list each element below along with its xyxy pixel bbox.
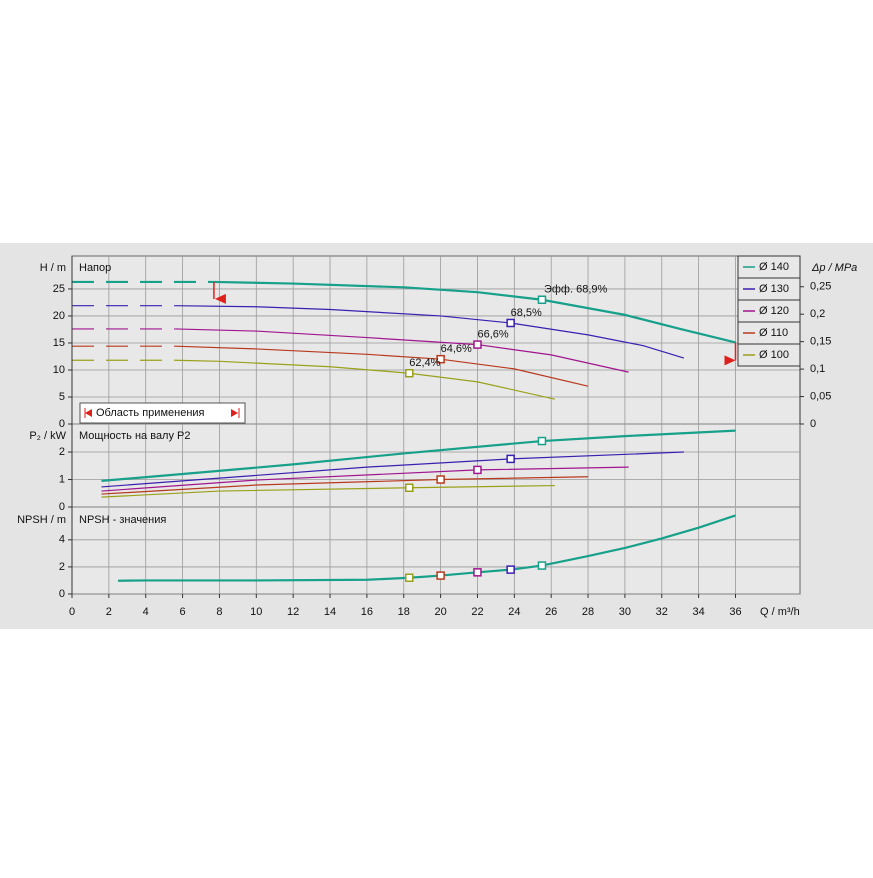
curve bbox=[175, 345, 589, 387]
y2-tick-label: 0,25 bbox=[810, 281, 831, 293]
x-tick-label: 8 bbox=[216, 606, 222, 618]
x-tick-label: 6 bbox=[180, 606, 186, 618]
efficiency-label: Эфф. 68,9% bbox=[544, 284, 608, 296]
duty-point bbox=[537, 295, 547, 305]
legend-label: Ø 140 bbox=[759, 261, 789, 273]
x-tick-label: 14 bbox=[324, 606, 336, 618]
range-start-arrow bbox=[214, 293, 226, 304]
x-tick-label: 36 bbox=[729, 606, 741, 618]
x-tick-label: 12 bbox=[287, 606, 299, 618]
curve bbox=[175, 328, 629, 373]
duty-point bbox=[506, 318, 515, 328]
duty-point bbox=[473, 568, 482, 577]
duty-point bbox=[537, 561, 547, 570]
range-label-arrow-right bbox=[231, 409, 238, 417]
duty-point bbox=[405, 368, 414, 378]
x-tick-label: 10 bbox=[250, 606, 262, 618]
y-tick-label: 15 bbox=[53, 337, 65, 349]
legend-label: Ø 120 bbox=[759, 305, 789, 317]
y-tick-label: 2 bbox=[59, 561, 65, 573]
legend-label: Ø 110 bbox=[759, 327, 788, 339]
y2-tick-label: 0,15 bbox=[810, 336, 831, 348]
x-tick-label: 16 bbox=[361, 606, 373, 618]
y-tick-label: 5 bbox=[59, 391, 65, 403]
duty-point bbox=[506, 454, 515, 464]
y-axis-label: H / m bbox=[40, 262, 66, 274]
x-tick-label: 28 bbox=[582, 606, 594, 618]
range-label-box bbox=[79, 402, 246, 424]
legend-label: Ø 130 bbox=[759, 283, 789, 295]
y-tick-label: 0 bbox=[59, 418, 65, 430]
curve bbox=[175, 359, 556, 400]
y-tick-label: 4 bbox=[59, 534, 65, 546]
curve bbox=[101, 429, 736, 482]
x-tick-label: 24 bbox=[508, 606, 520, 618]
efficiency-label: 66,6% bbox=[477, 328, 508, 340]
duty-point bbox=[506, 565, 515, 574]
duty-point bbox=[473, 465, 482, 475]
plot-area bbox=[71, 255, 801, 595]
x-tick-label: 32 bbox=[656, 606, 668, 618]
y-axis-label: P₂ / kW bbox=[29, 430, 66, 442]
y-tick-label: 2 bbox=[59, 446, 65, 458]
x-tick-label: 22 bbox=[471, 606, 483, 618]
x-tick-label: 34 bbox=[693, 606, 705, 618]
y-tick-label: 0 bbox=[59, 501, 65, 513]
duty-point bbox=[436, 354, 445, 364]
y2-tick-label: 0,1 bbox=[810, 363, 825, 375]
duty-point bbox=[473, 340, 482, 349]
duty-point bbox=[436, 475, 445, 484]
curve bbox=[101, 476, 589, 495]
y-tick-label: 20 bbox=[53, 310, 65, 322]
curve bbox=[118, 514, 736, 582]
duty-point bbox=[405, 483, 414, 493]
efficiency-label: 68,5% bbox=[511, 307, 542, 319]
range-end-arrow bbox=[724, 355, 736, 366]
y-tick-label: 1 bbox=[59, 473, 65, 485]
curve bbox=[101, 484, 555, 498]
y2-tick-label: 0 bbox=[810, 418, 816, 430]
y-tick-label: 10 bbox=[53, 364, 65, 376]
curve bbox=[101, 451, 684, 488]
panel-title: Напор bbox=[79, 262, 111, 274]
duty-point bbox=[405, 573, 414, 582]
curve bbox=[175, 305, 685, 359]
x-tick-label: 4 bbox=[143, 606, 149, 618]
y2-axis-label: Δp / MPa bbox=[811, 262, 857, 274]
y-tick-label: 0 bbox=[59, 588, 65, 600]
curve bbox=[101, 466, 629, 492]
x-axis-label: Q / m³/h bbox=[760, 606, 800, 618]
curve bbox=[213, 280, 736, 344]
efficiency-label: 64,6% bbox=[441, 343, 472, 355]
x-tick-label: 30 bbox=[619, 606, 631, 618]
x-tick-label: 0 bbox=[69, 606, 75, 618]
x-tick-label: 26 bbox=[545, 606, 557, 618]
x-tick-label: 2 bbox=[106, 606, 112, 618]
range-label: Область применения bbox=[96, 407, 205, 419]
y-axis-label: NPSH / m bbox=[17, 514, 66, 526]
x-tick-label: 18 bbox=[398, 606, 410, 618]
duty-point bbox=[537, 436, 547, 446]
y2-tick-label: 0,2 bbox=[810, 308, 825, 320]
range-label-arrow-left bbox=[85, 409, 92, 417]
legend-label: Ø 100 bbox=[759, 349, 789, 361]
panel-title: Мощность на валу P2 bbox=[79, 430, 191, 442]
y-tick-label: 25 bbox=[53, 283, 65, 295]
y2-tick-label: 0,05 bbox=[810, 390, 831, 402]
x-tick-label: 20 bbox=[434, 606, 446, 618]
duty-point bbox=[436, 571, 445, 580]
efficiency-label: 62,4% bbox=[409, 357, 440, 369]
panel-title: NPSH - значения bbox=[79, 514, 166, 526]
